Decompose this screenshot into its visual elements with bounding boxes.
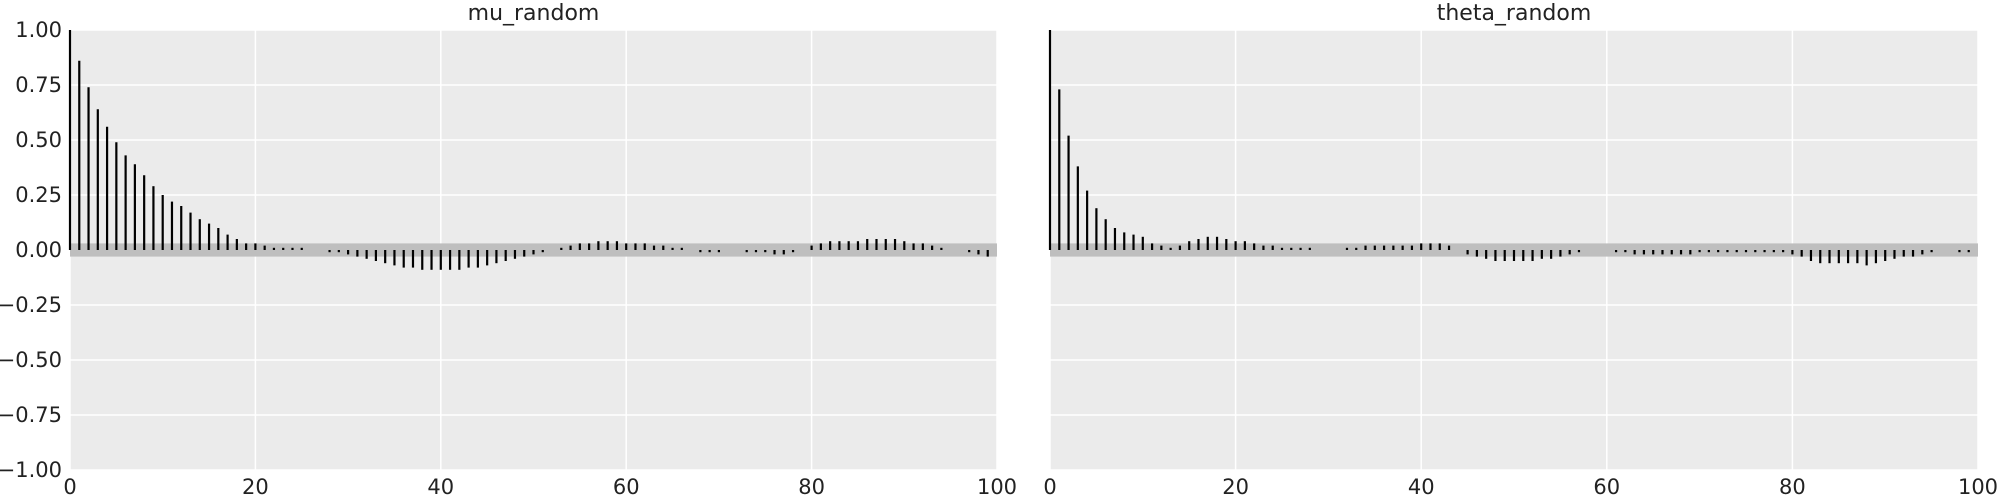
- x-tick-label: 40: [1408, 475, 1435, 499]
- y-tick-label: −0.50: [0, 348, 62, 372]
- y-tick-label: −1.00: [0, 458, 62, 482]
- panel-title: theta_random: [1437, 1, 1592, 26]
- x-tick-label: 80: [1779, 475, 1806, 499]
- x-tick-label: 100: [1958, 475, 1998, 499]
- panel-mu-random: 0 20 40 60 80 100 1.00 0.75 0.50 0.25 0.00 −0.25 −0.…: [0, 1, 1017, 499]
- x-tick-label: 20: [242, 475, 269, 499]
- x-tick-label: 0: [63, 475, 76, 499]
- y-tick-label: 0.00: [15, 238, 62, 262]
- panel-title: mu_random: [468, 1, 600, 26]
- y-tick-label: 0.75: [15, 73, 62, 97]
- y-tick-label: 0.25: [15, 183, 62, 207]
- x-tick-label: 80: [798, 475, 825, 499]
- y-tick-label: 0.50: [15, 128, 62, 152]
- x-tick-label: 100: [977, 475, 1017, 499]
- x-tick-label: 0: [1043, 475, 1056, 499]
- x-tick-label: 40: [427, 475, 454, 499]
- y-tick-label: −0.25: [0, 293, 62, 317]
- y-tick-label: −0.75: [0, 403, 62, 427]
- x-tick-label: 60: [613, 475, 640, 499]
- y-tick-label: 1.00: [15, 18, 62, 42]
- x-tick-label: 60: [1593, 475, 1620, 499]
- x-tick-label: 20: [1222, 475, 1249, 499]
- panel-theta-random: 0 20 40 60 80 100 theta_random: [1043, 1, 1998, 499]
